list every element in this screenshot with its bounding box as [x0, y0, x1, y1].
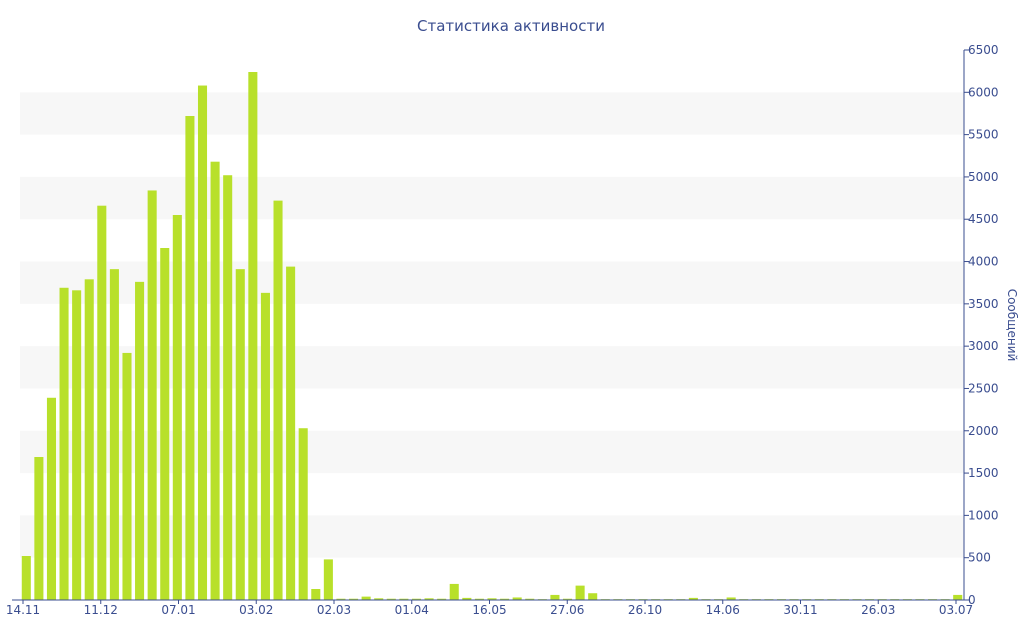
- x-tick-label: 27.06: [550, 603, 584, 617]
- bar: [575, 585, 585, 600]
- y-tick-label: 6500: [968, 43, 999, 57]
- bar: [399, 598, 409, 600]
- bar: [185, 116, 195, 600]
- y-tick-label: 2500: [968, 381, 999, 395]
- bar: [298, 428, 308, 600]
- y-tick-label: 500: [968, 551, 991, 565]
- bar: [323, 559, 333, 600]
- x-tick-label: 01.04: [395, 603, 429, 617]
- y-tick-label: 0: [968, 593, 976, 607]
- bar: [953, 594, 963, 600]
- grid-bands: [20, 92, 964, 558]
- bar: [72, 290, 82, 600]
- bar: [172, 215, 182, 600]
- bar: [197, 85, 208, 601]
- bar: [449, 583, 459, 600]
- bar: [336, 598, 346, 600]
- x-tick-label: 26.03: [861, 603, 895, 617]
- bar: [34, 457, 44, 600]
- x-tick-label: 26.10: [628, 603, 662, 617]
- bar: [160, 248, 170, 600]
- y-tick-label: 2000: [968, 424, 999, 438]
- bar: [223, 175, 233, 601]
- bar: [248, 72, 258, 600]
- x-tick-label: 03.07: [939, 603, 973, 617]
- x-tick-label: 14.11: [6, 603, 40, 617]
- y-tick-label: 4000: [968, 255, 999, 269]
- y-tick-label: 1000: [968, 508, 999, 522]
- y-tick-label: 4500: [968, 212, 999, 226]
- bar: [525, 598, 535, 600]
- bar: [273, 200, 283, 600]
- chart-title: Статистика активности: [417, 17, 605, 35]
- bar: [109, 269, 119, 600]
- x-tick-label: 07.01: [161, 603, 195, 617]
- bar: [59, 287, 69, 600]
- y-tick-label: 3000: [968, 339, 999, 353]
- axes: [12, 50, 965, 601]
- bar: [474, 598, 484, 600]
- bar: [462, 597, 472, 600]
- bars: [21, 72, 963, 601]
- x-tick-label: 11.12: [84, 603, 118, 617]
- grid-band: [20, 92, 964, 135]
- bar: [235, 269, 245, 600]
- bar: [562, 598, 573, 600]
- bar: [122, 352, 132, 600]
- bar: [97, 205, 107, 600]
- bar: [46, 397, 56, 600]
- x-tick-label: 03.02: [239, 603, 273, 617]
- bar: [688, 597, 698, 600]
- bar: [424, 598, 434, 600]
- bar: [210, 161, 220, 600]
- bar: [374, 598, 384, 600]
- bar: [349, 598, 359, 600]
- bar: [588, 593, 598, 600]
- bar: [437, 598, 447, 600]
- y-tick-label: 3500: [968, 297, 999, 311]
- y-tick-label: 6000: [968, 85, 999, 99]
- y-tick-label: 1500: [968, 466, 999, 480]
- x-tick-label: 02.03: [317, 603, 351, 617]
- bar: [550, 594, 560, 600]
- bar: [260, 292, 270, 600]
- bar: [411, 598, 422, 600]
- bar: [21, 556, 31, 600]
- x-tick-labels: 14.11 11.12 07.01 03.02 02.03 01.04 16.05 27.06…: [6, 600, 973, 617]
- bar: [84, 279, 94, 600]
- bar: [726, 597, 736, 600]
- bar: [487, 598, 497, 600]
- y-tick-label: 5000: [968, 170, 999, 184]
- bar: [147, 190, 157, 600]
- bar: [500, 598, 510, 600]
- bar: [386, 598, 396, 600]
- x-tick-label: 16.05: [472, 603, 506, 617]
- bar: [361, 596, 371, 600]
- x-tick-label: 14.06: [706, 603, 740, 617]
- bar: [512, 597, 522, 600]
- x-tick-label: 30.11: [783, 603, 817, 617]
- bar: [311, 589, 321, 600]
- grid-band: [20, 176, 964, 220]
- y-axis-title: Сообщений: [1005, 289, 1019, 362]
- y-tick-labels: 0 500 1000 1500 2000 2500 3000 3500 4000 4500 5000…: [964, 43, 999, 607]
- y-tick-label: 5500: [968, 128, 999, 142]
- bar: [286, 266, 296, 600]
- bar: [135, 281, 145, 600]
